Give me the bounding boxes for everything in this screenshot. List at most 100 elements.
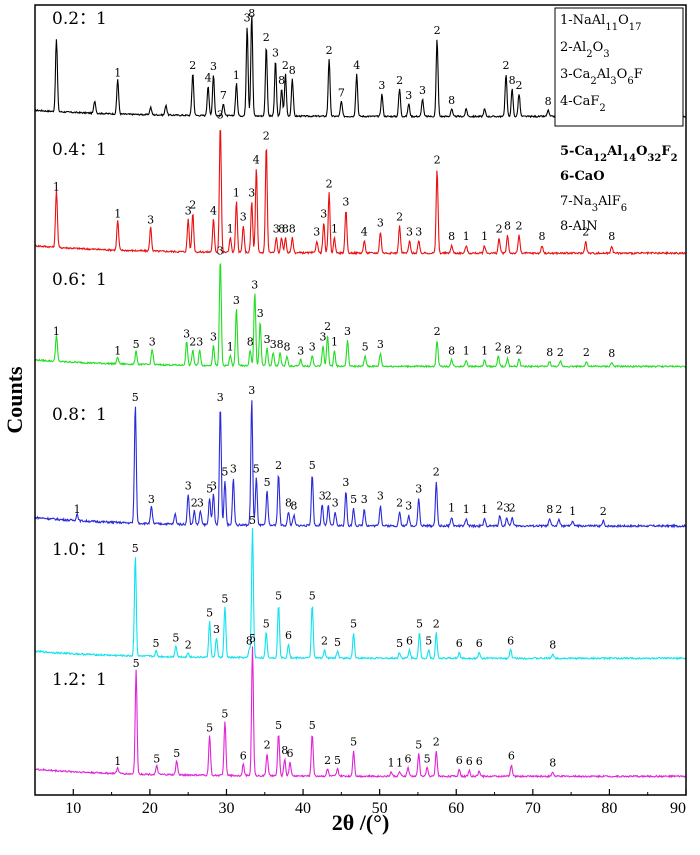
peak-label: 8 [277,338,284,351]
peak-label: 5 [153,752,160,765]
peak-label: 3 [217,245,224,258]
peak-label: 8 [545,95,552,108]
peak-label: 1 [227,341,234,354]
series-name-label: 1.0：1 [52,540,107,560]
peak-label: 6 [507,634,514,647]
peak-label: 6 [456,637,463,650]
peak-label: 5 [350,736,357,749]
peak-label: 2 [189,59,196,72]
peak-label: 2 [516,79,523,92]
peak-label: 3 [319,490,326,503]
series-name-label: 0.6：1 [52,270,107,290]
peak-label: 1 [233,187,240,200]
peak-label: 5 [249,632,256,645]
peak-label: 8 [608,347,615,360]
legend-item: 1-NaAl11O17 [560,13,641,33]
peak-label: 8 [608,230,615,243]
peak-label: 6 [508,750,515,763]
peak-label: 3 [406,226,413,239]
peak-label: 1 [53,325,60,338]
peak-label: 1 [481,230,488,243]
peak-label: 3 [313,226,320,239]
peak-label: 1 [463,345,470,358]
peak-label: 2 [326,44,333,57]
peak-label: 1 [481,345,488,358]
peak-label: 6 [285,629,292,642]
peak-label: 1 [331,336,338,349]
peak-label: 5 [425,634,432,647]
peak-label: 2 [434,24,441,37]
legend-item: 2-Al2O3 [560,40,610,60]
series-name-label: 0.4：1 [52,140,107,160]
peak-label: 1 [114,345,121,358]
peak-label: 2 [557,346,564,359]
peak-label: 8 [281,744,288,757]
peak-label: 5 [275,719,282,732]
peak-label: 1 [74,503,81,516]
peak-label: 2 [600,505,607,518]
plot-frame [34,4,687,796]
peak-label: 5 [206,722,213,735]
peak-label: 3 [185,205,192,218]
peak-label: 3 [210,60,217,73]
peak-label: 3 [183,328,190,341]
peak-label: 2 [325,490,332,503]
peak-label: 8 [448,230,455,243]
peak-label: 3 [377,217,384,230]
peak-label: 3 [264,333,271,346]
peak-label: 5 [264,476,271,489]
peak-label: 2 [396,211,403,224]
peak-label: 6 [287,747,294,760]
peak-label: 3 [185,479,192,492]
peak-label: 2 [324,320,331,333]
peak-label: 3 [149,336,156,349]
peak-label: 5 [132,542,139,555]
peak-label: 8 [247,336,254,349]
x-tick-label: 70 [525,800,541,817]
legend-item: 4-CaF2 [560,94,606,114]
peak-label: 3 [361,493,368,506]
series-line-5 [34,646,686,779]
peak-label: 8 [289,64,296,77]
peak-label: 8 [546,346,553,359]
peak-label: 5 [309,590,316,603]
series-name-label: 1.2：1 [52,670,107,690]
peak-label: 2 [191,496,198,509]
peak-label: 5 [221,466,228,479]
peak-label: 2 [396,74,403,87]
peak-label: 3 [320,330,327,343]
peak-label: 3 [244,11,251,24]
peak-label: 6 [476,755,483,768]
peak-label: 3 [377,490,384,503]
peak-label: 3 [309,341,316,354]
peak-label: 3 [210,330,217,343]
peak-label: 2 [496,223,503,236]
x-axis-ticks: 10 20 30 40 50 60 70 80 90 [34,789,687,817]
peak-label: 3 [297,345,304,358]
peak-label: 3 [197,496,204,509]
series-line-1 [34,130,686,256]
peak-label: 6 [405,752,412,765]
peak-label: 1 [233,69,240,82]
peak-label: 1 [396,757,403,770]
peak-label: 3 [342,476,349,489]
peak-label: 2 [264,738,271,751]
series-line-3 [34,400,687,529]
x-tick-label: 50 [372,800,388,817]
x-tick-label: 10 [65,800,81,817]
peak-label: 3 [248,384,255,397]
peak-label: 1 [331,223,338,236]
peak-label: 5 [133,657,140,670]
x-tick-label: 90 [670,800,686,817]
peak-label: 8 [248,7,255,20]
legend: 1-NaAl11O17 2-Al2O3 3-Ca2Al3O6F 4-CaF2 5-Ca1… [554,7,684,234]
peak-label: 2 [433,736,440,749]
peak-label: 2 [263,31,270,44]
peak-label: 1 [114,755,121,768]
peak-label: 3 [415,226,422,239]
peak-label: 2 [324,754,331,767]
peak-label: 6 [240,750,247,763]
x-axis-title: 2θ /(°) [332,810,390,835]
peak-label: 2 [583,346,590,359]
